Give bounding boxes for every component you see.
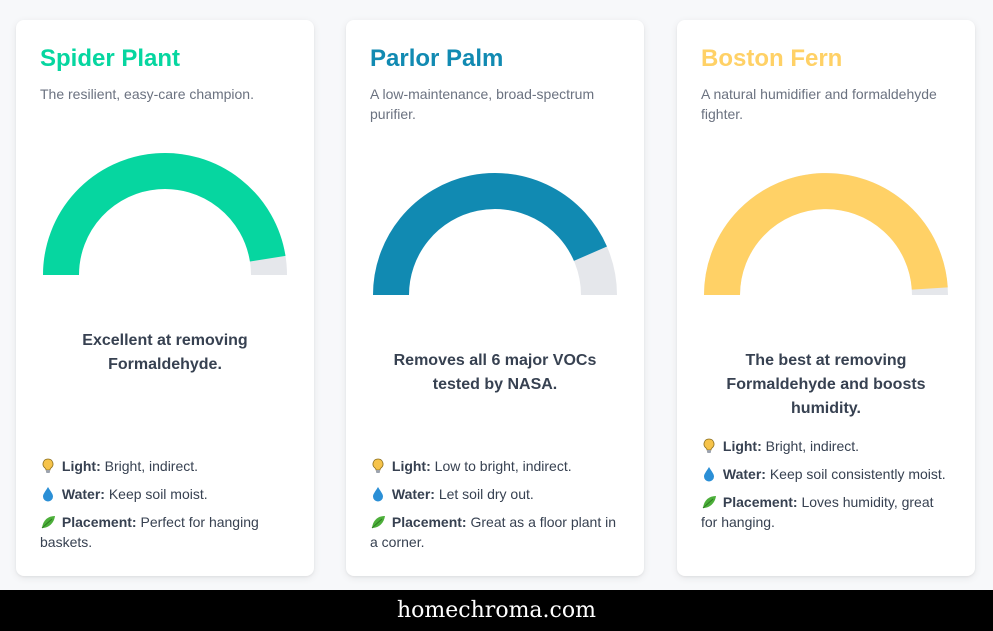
- lightbulb-icon: [703, 438, 715, 453]
- lightbulb-icon: [372, 458, 384, 473]
- water-drop-icon: [43, 487, 53, 502]
- gauge-fill: [43, 153, 286, 276]
- gauge-chart: [43, 153, 287, 276]
- care-light-label: Light:: [391, 458, 431, 474]
- care-water-value: Keep soil moist.: [108, 486, 208, 502]
- care-light: Light: Bright, indirect.: [40, 456, 290, 476]
- card-title: Spider Plant: [40, 45, 181, 72]
- care-water: Water: Keep soil moist.: [40, 484, 290, 504]
- card-description: Removes all 6 major VOCs tested by NASA.: [393, 352, 597, 393]
- card-subtitle: A natural humidifier and formaldehyde fi…: [701, 86, 937, 122]
- gauge-chart: [704, 173, 948, 296]
- water-drop-icon: [373, 487, 383, 502]
- card-subtitle: A low-maintenance, broad-spectrum purifi…: [370, 86, 595, 122]
- care-info: Light: Bright, indirect. Water: Keep soi…: [40, 456, 290, 560]
- care-light-label: Light:: [722, 438, 762, 454]
- card-description: The best at removing Formaldehyde and bo…: [726, 352, 926, 417]
- care-water-value: Let soil dry out.: [438, 486, 534, 502]
- card-spider-plant: Spider Plant The resilient, easy-care ch…: [16, 20, 314, 576]
- footer-site-name: homechroma.com: [397, 598, 596, 623]
- card-boston-fern: Boston Fern A natural humidifier and for…: [677, 20, 975, 576]
- lightbulb-icon: [42, 458, 54, 473]
- card-title: Parlor Palm: [370, 45, 504, 72]
- care-light-value: Bright, indirect.: [104, 458, 199, 474]
- care-light-value: Bright, indirect.: [765, 438, 860, 454]
- care-light-label: Light:: [61, 458, 101, 474]
- care-water: Water: Let soil dry out.: [370, 484, 620, 504]
- care-placement-value: Perfect for hanging baskets.: [40, 514, 259, 550]
- card-title: Boston Fern: [701, 45, 843, 72]
- card-subtitle: The resilient, easy-care champion.: [40, 86, 254, 102]
- care-light: Light: Bright, indirect.: [701, 436, 951, 456]
- care-placement-value: Loves humidity, great for hanging.: [701, 494, 934, 530]
- gauge-fill: [373, 173, 607, 296]
- care-water: Water: Keep soil consistently moist.: [701, 464, 951, 484]
- care-placement: Placement: Great as a floor plant in a c…: [370, 512, 620, 552]
- card-description: Excellent at removing Formaldehyde.: [82, 332, 248, 373]
- gauge-chart: [373, 173, 617, 296]
- care-placement-label: Placement:: [61, 514, 137, 530]
- site-footer: homechroma.com: [0, 590, 993, 631]
- care-light: Light: Low to bright, indirect.: [370, 456, 620, 476]
- card-parlor-palm: Parlor Palm A low-maintenance, broad-spe…: [346, 20, 644, 576]
- care-water-label: Water:: [722, 466, 766, 482]
- care-placement: Placement: Perfect for hanging baskets.: [40, 512, 290, 552]
- care-info: Light: Low to bright, indirect. Water: L…: [370, 456, 620, 560]
- care-placement-label: Placement:: [722, 494, 798, 510]
- care-placement-label: Placement:: [391, 514, 467, 530]
- leaf-icon: [702, 496, 716, 509]
- care-placement: Placement: Loves humidity, great for han…: [701, 492, 951, 532]
- care-water-label: Water:: [391, 486, 435, 502]
- leaf-icon: [41, 516, 55, 529]
- care-water-value: Keep soil consistently moist.: [769, 466, 946, 482]
- care-water-label: Water:: [61, 486, 105, 502]
- water-drop-icon: [704, 467, 714, 482]
- gauge-fill: [704, 173, 948, 296]
- leaf-icon: [371, 516, 385, 529]
- plant-cards: Spider Plant The resilient, easy-care ch…: [16, 20, 975, 576]
- care-placement-value: Great as a floor plant in a corner.: [370, 514, 617, 550]
- care-info: Light: Bright, indirect. Water: Keep soi…: [701, 436, 951, 540]
- care-light-value: Low to bright, indirect.: [434, 458, 572, 474]
